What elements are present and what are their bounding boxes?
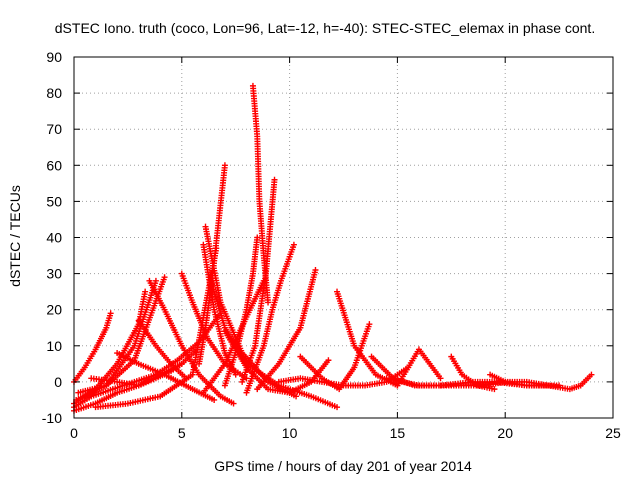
x-tick-label: 25 [605,425,621,441]
y-tick-label: 20 [46,302,62,318]
data-series [88,360,185,389]
data-series [239,176,278,385]
data-point [271,176,278,183]
data-point [325,357,332,364]
y-tick-label: 0 [54,374,62,390]
data-point [221,162,228,169]
data-point [183,375,190,382]
x-tick-label: 10 [282,425,298,441]
ticks: 0 5 10 15 20 25 -10 0 10 20 30 40 50 60 70 80 90 [42,49,621,441]
x-axis-label: GPS time / hours of day 201 of year 2014 [214,458,472,474]
data-point [161,274,168,281]
data-point [312,266,319,273]
data-series [71,310,114,385]
data-series [75,274,168,396]
data-point [107,310,114,317]
data-point [290,241,297,248]
x-tick-label: 0 [70,425,78,441]
data-series [243,241,297,396]
data-series [146,277,237,407]
y-tick-label: 50 [46,193,62,209]
data-series [135,317,190,382]
y-tick-label: 90 [46,49,62,65]
data-point [588,371,595,378]
y-tick-label: 30 [46,266,62,282]
data-point [211,396,218,403]
series-layer [71,82,595,414]
data-point [142,288,149,295]
data-point [491,386,498,393]
data-point [265,299,272,306]
data-series [249,82,272,306]
data-point [232,371,239,378]
x-tick-label: 5 [178,425,186,441]
data-point [254,234,261,241]
chart-title: dSTEC Iono. truth (coco, Lon=96, Lat=-12… [55,20,595,36]
data-point [293,393,300,400]
x-tick-label: 15 [390,425,406,441]
data-point [334,404,341,411]
data-point [152,277,159,284]
y-tick-label: 10 [46,338,62,354]
x-tick-label: 20 [497,425,513,441]
data-series [114,350,218,403]
y-tick-label: 80 [46,85,62,101]
data-series [334,288,401,389]
data-point [366,321,373,328]
data-series [394,346,444,389]
y-axis-label: dSTEC / TECUs [7,185,23,287]
y-tick-label: -10 [42,410,62,426]
data-point [178,360,185,367]
data-series [502,371,595,393]
data-point [230,400,237,407]
data-series [297,321,373,393]
data-point [437,375,444,382]
y-tick-label: 70 [46,121,62,137]
y-tick-label: 60 [46,157,62,173]
y-tick-label: 40 [46,230,62,246]
